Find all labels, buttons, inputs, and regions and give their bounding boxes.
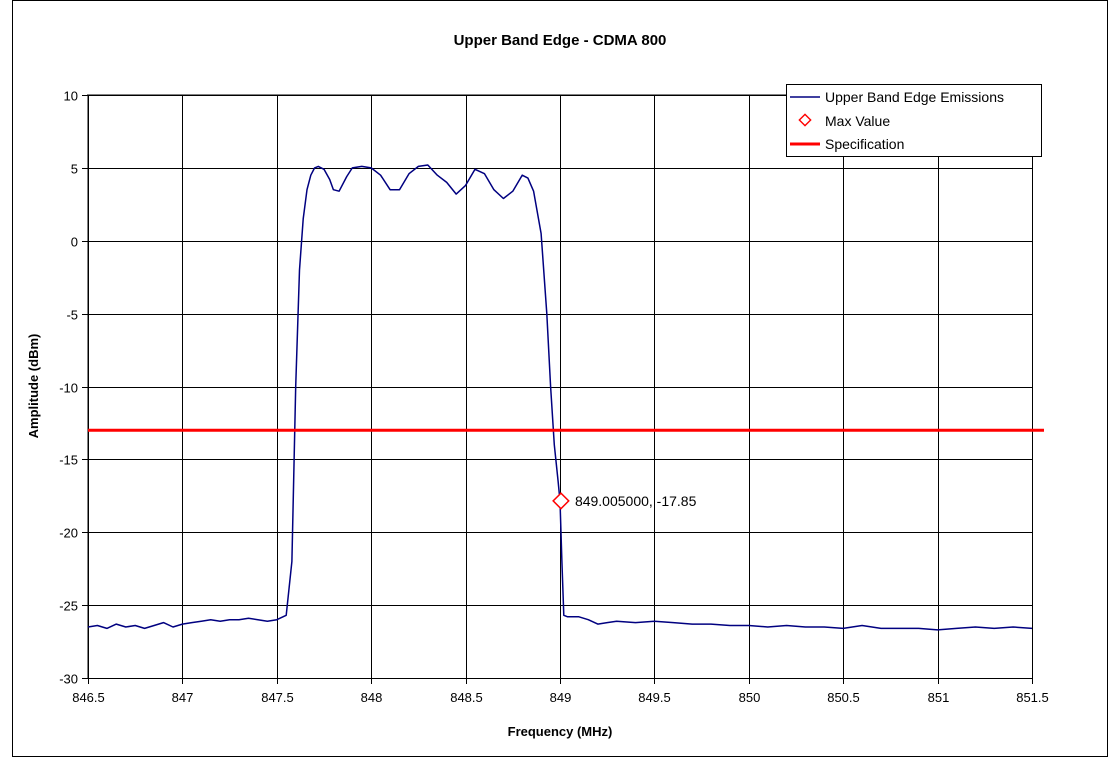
y-tick-labels: 10 5 0 -5 -10 -15 -20 -25 -30 [59,89,78,687]
y-tick-label: -25 [59,599,78,614]
legend-label-specification: Specification [825,136,904,152]
x-tick-label: 849.5 [638,690,671,705]
series-layer: 849.005000, -17.85 [87,164,1044,631]
series-line-emissions [87,164,1033,631]
x-tick-label: 848 [361,690,383,705]
y-axis-title: Amplitude (dBm) [26,334,41,439]
y-tick-label: -20 [59,526,78,541]
x-tick-label: 846.5 [72,690,105,705]
chart-title: Upper Band Edge - CDMA 800 [454,32,667,49]
y-tick-label: 5 [71,162,78,177]
max-value-label: 849.005000, -17.85 [575,493,697,509]
legend-label-emissions: Upper Band Edge Emissions [825,89,1004,105]
y-tick-label: -15 [59,453,78,468]
x-tick-label: 850 [739,690,761,705]
x-tick-label: 851.5 [1016,690,1049,705]
y-tick-label: -30 [59,672,78,687]
x-tick-label: 851 [928,690,950,705]
y-tick-label: 10 [64,89,78,104]
grid-lines [82,95,1033,684]
legend-label-max-value: Max Value [825,113,890,129]
x-tick-label: 847.5 [261,690,294,705]
legend: Upper Band Edge Emissions Max Value Spec… [786,84,1042,157]
x-tick-label: 847 [172,690,194,705]
legend-swatch-max-value [798,113,812,127]
y-tick-label: -10 [59,381,78,396]
x-axis-title: Frequency (MHz) [508,724,613,739]
y-tick-label: -5 [66,308,78,323]
x-tick-label: 849 [550,690,572,705]
x-tick-label: 850.5 [827,690,860,705]
legend-box [786,84,1042,157]
y-tick-label: 0 [71,235,78,250]
x-tick-labels: 846.5 847 847.5 848 848.5 849 849.5 850 850.5 851… [72,690,1049,705]
x-tick-label: 848.5 [450,690,483,705]
max-value-marker [552,492,570,510]
